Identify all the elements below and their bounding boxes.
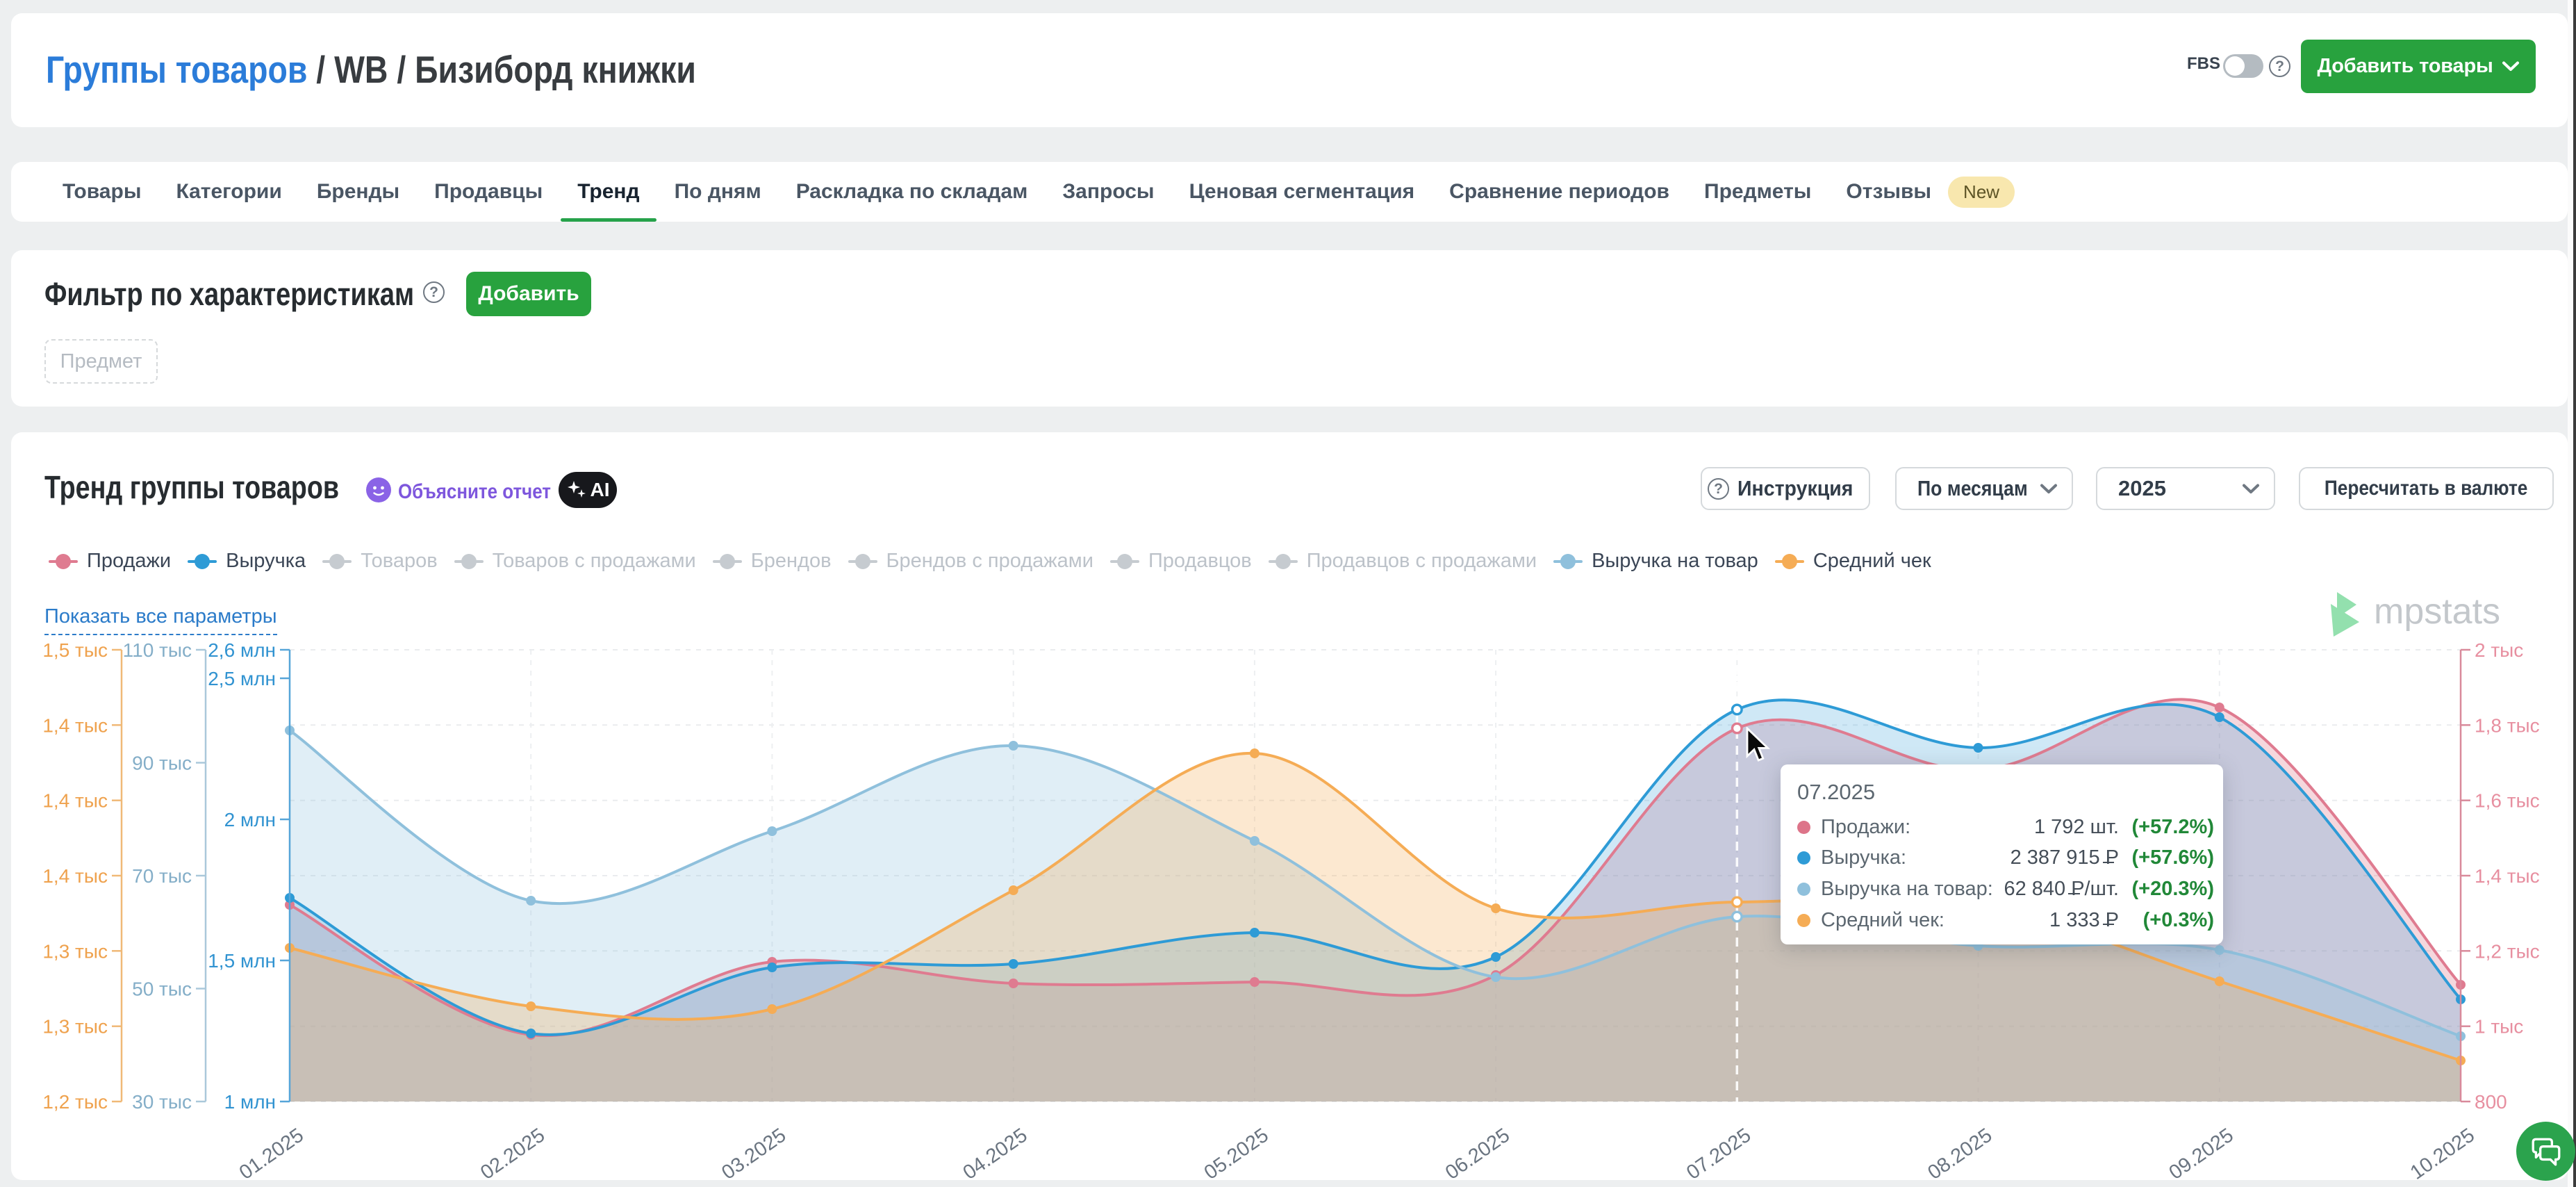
svg-text:1,5 млн: 1,5 млн: [208, 950, 276, 972]
svg-text:09.2025: 09.2025: [2165, 1124, 2238, 1184]
svg-text:10.2025: 10.2025: [2406, 1124, 2479, 1184]
svg-text:1 тыс: 1 тыс: [2475, 1016, 2523, 1038]
svg-text:1,4 тыс: 1,4 тыс: [42, 865, 108, 887]
svg-text:1,3 тыс: 1,3 тыс: [42, 940, 108, 962]
svg-text:08.2025: 08.2025: [1924, 1124, 1996, 1184]
svg-text:06.2025: 06.2025: [1442, 1124, 1514, 1184]
svg-text:2 тыс: 2 тыс: [2475, 639, 2523, 661]
svg-text:05.2025: 05.2025: [1200, 1124, 1273, 1184]
svg-text:110 тыс: 110 тыс: [123, 639, 192, 661]
svg-text:1,8 тыс: 1,8 тыс: [2475, 714, 2540, 736]
svg-text:2,5 млн: 2,5 млн: [208, 668, 276, 689]
svg-text:01.2025: 01.2025: [236, 1124, 308, 1184]
svg-text:1,6 тыс: 1,6 тыс: [2475, 790, 2540, 812]
svg-text:07.2025: 07.2025: [1683, 1124, 1755, 1184]
svg-text:1,2 тыс: 1,2 тыс: [42, 1091, 108, 1113]
svg-text:50 тыс: 50 тыс: [132, 979, 192, 1000]
svg-text:1,4 тыс: 1,4 тыс: [42, 714, 108, 736]
svg-text:70 тыс: 70 тыс: [132, 865, 192, 887]
svg-text:800: 800: [2475, 1091, 2507, 1113]
svg-text:2 млн: 2 млн: [224, 809, 276, 830]
svg-text:1,4 тыс: 1,4 тыс: [2475, 865, 2540, 887]
svg-text:1,5 тыс: 1,5 тыс: [42, 639, 108, 661]
svg-text:1,4 тыс: 1,4 тыс: [42, 790, 108, 812]
svg-text:02.2025: 02.2025: [477, 1124, 549, 1184]
svg-text:2,6 млн: 2,6 млн: [208, 639, 276, 661]
svg-text:90 тыс: 90 тыс: [132, 753, 192, 774]
svg-text:03.2025: 03.2025: [718, 1124, 790, 1184]
svg-text:1 млн: 1 млн: [224, 1091, 276, 1113]
svg-text:30 тыс: 30 тыс: [132, 1091, 192, 1113]
svg-text:1,2 тыс: 1,2 тыс: [2475, 940, 2540, 962]
svg-text:04.2025: 04.2025: [959, 1124, 1031, 1184]
svg-text:1,3 тыс: 1,3 тыс: [42, 1016, 108, 1038]
